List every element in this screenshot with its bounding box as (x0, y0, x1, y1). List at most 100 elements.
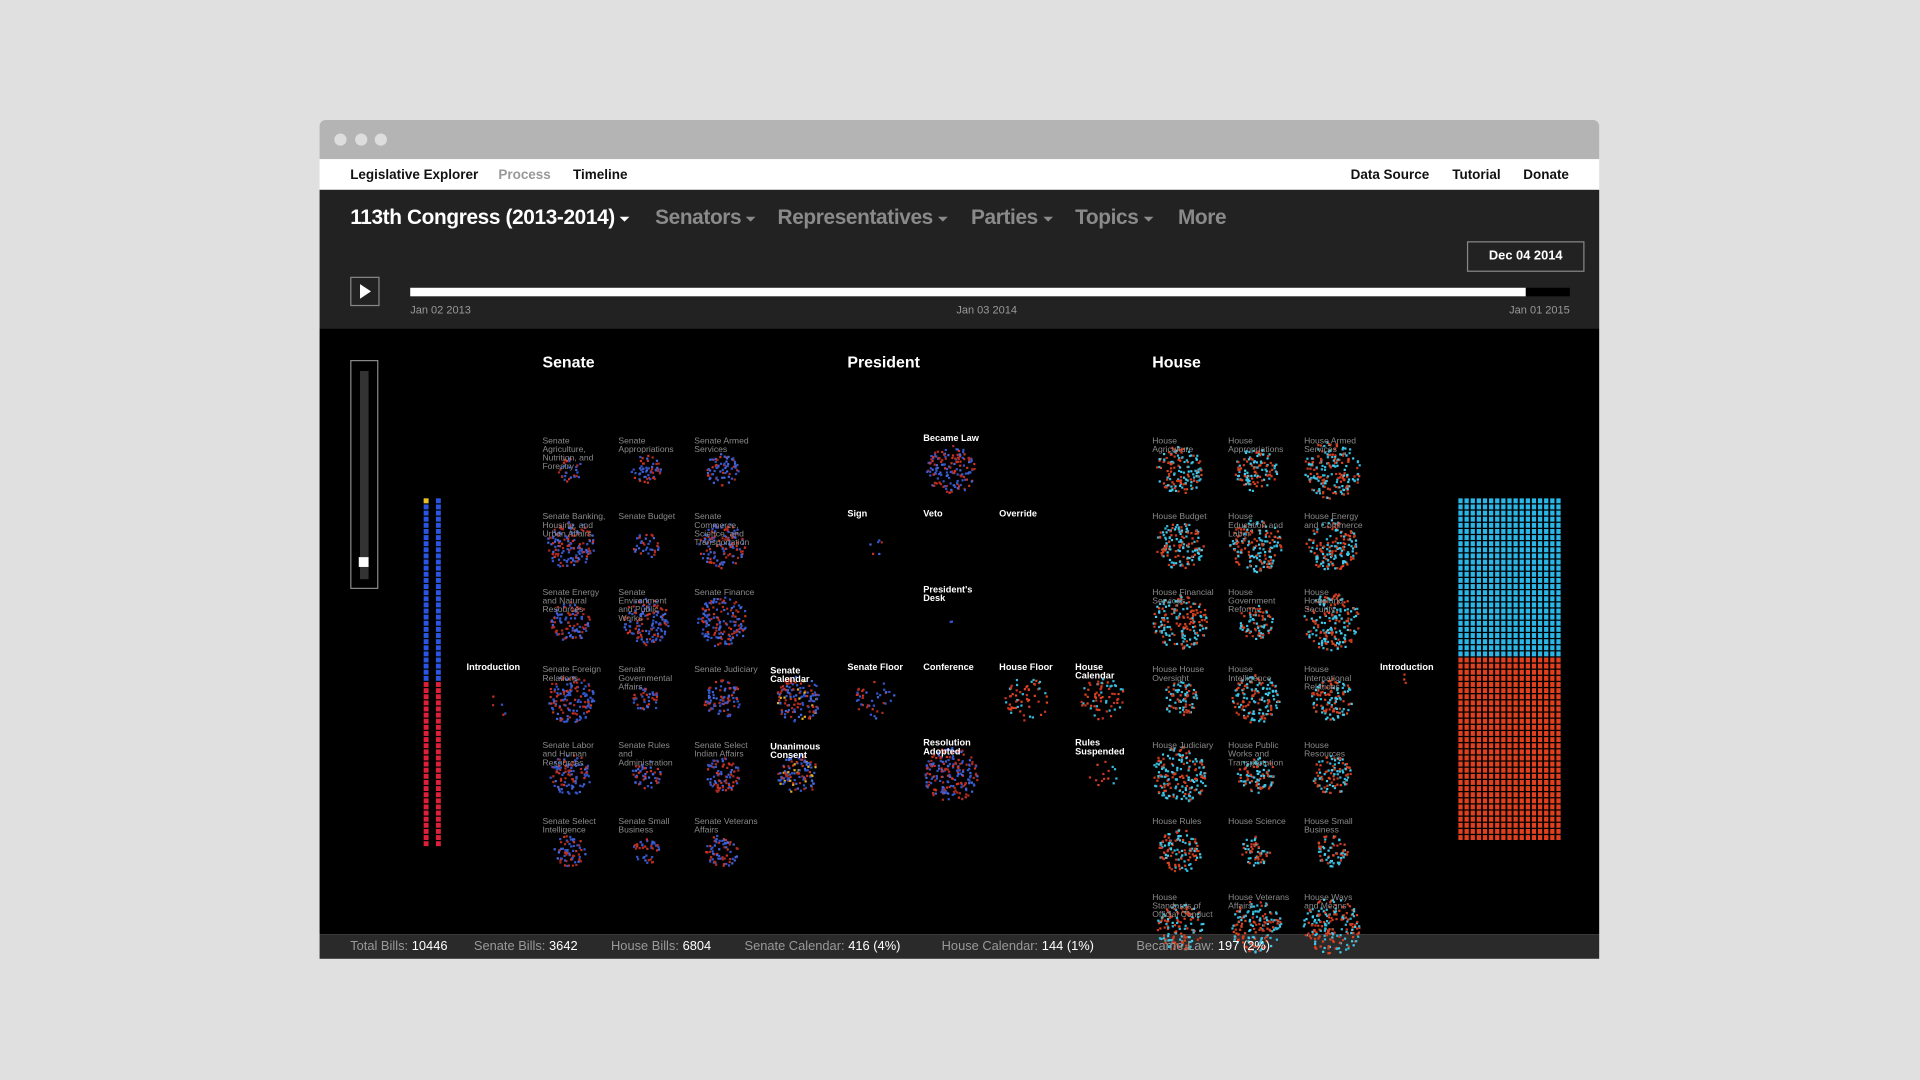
bill-dot (1155, 762, 1158, 765)
bill-dot (1254, 837, 1257, 840)
bill-dot (557, 693, 560, 697)
bill-dot (707, 768, 710, 771)
bill-dot (1164, 914, 1167, 917)
bill-dot (810, 766, 813, 769)
bill-dot (581, 631, 584, 634)
bill-dot (643, 690, 647, 693)
bill-dot (1270, 708, 1273, 711)
bill-dot (1319, 850, 1322, 853)
bill-dot (1171, 460, 1174, 463)
slider-handle[interactable] (358, 557, 369, 567)
bill-dot (1178, 865, 1181, 868)
bill-dot (1256, 769, 1259, 773)
bill-dot (801, 695, 804, 698)
bill-dot (1183, 904, 1187, 907)
bill-dot (1346, 487, 1349, 490)
bill-dot (715, 863, 718, 866)
bill-dot (1106, 684, 1109, 687)
window-dot[interactable] (334, 133, 347, 146)
bill-dot (554, 533, 558, 536)
bill-dot (1175, 538, 1178, 541)
bill-dot (1342, 856, 1345, 859)
bill-dot (1345, 930, 1348, 934)
play-button[interactable] (350, 276, 380, 307)
bill-dot (786, 689, 789, 692)
bill-dot (573, 563, 576, 567)
bill-dot (780, 710, 784, 714)
bill-dot (1245, 478, 1248, 482)
bill-dot (665, 623, 668, 626)
window-dot[interactable] (355, 133, 368, 146)
bill-dot (1325, 790, 1328, 793)
bill-dot (576, 681, 579, 684)
bill-dot (1259, 625, 1263, 628)
bill-dot (810, 679, 813, 683)
bill-dot (1268, 687, 1271, 690)
bill-dot (951, 454, 955, 457)
bill-dot (642, 691, 645, 695)
bill-dot (1271, 539, 1274, 542)
bill-dot (803, 767, 807, 770)
bill-dot (646, 840, 649, 843)
bill-dot (721, 601, 724, 604)
bill-dot (1170, 612, 1173, 616)
bill-dot (1171, 843, 1174, 847)
window-dot[interactable] (374, 133, 387, 146)
bill-dot (1344, 487, 1348, 490)
bill-dot (1317, 479, 1320, 482)
bill-dot (1242, 941, 1245, 944)
bill-dot (739, 606, 742, 610)
bill-dot (1243, 693, 1246, 696)
bill-dot (592, 692, 595, 695)
bill-dot (1338, 861, 1341, 864)
bill-dot (650, 846, 653, 849)
bill-dot (1336, 934, 1339, 937)
bill-dot (1165, 542, 1168, 545)
bill-dot (1332, 900, 1336, 904)
bill-dot (942, 485, 945, 488)
bill-dot (551, 682, 554, 685)
bill-dot (555, 629, 558, 632)
bill-dot (1342, 446, 1345, 449)
bill-dot (1180, 940, 1183, 943)
bill-dot (1339, 899, 1343, 902)
bill-dot (1326, 543, 1329, 547)
bill-dot (1318, 847, 1321, 850)
bill-dot (1319, 599, 1322, 602)
bill-dot (1260, 461, 1263, 464)
bill-dot (1185, 530, 1188, 534)
bill-dot (1195, 486, 1198, 489)
bill-dot (1346, 600, 1349, 603)
bill-dot (646, 546, 649, 549)
bill-dot (1259, 786, 1262, 789)
bill-dot (1273, 464, 1276, 468)
bill-dot (706, 778, 709, 781)
slider-frame[interactable] (350, 360, 379, 589)
bill-dot (563, 538, 566, 541)
bill-dot (1238, 906, 1242, 909)
bill-dot (1254, 629, 1257, 632)
bill-dot (573, 704, 576, 707)
bill-dot (641, 622, 644, 626)
bill-dot (1333, 603, 1336, 606)
bill-dot (1195, 458, 1198, 461)
bill-dot (721, 786, 725, 789)
bill-dot (568, 460, 571, 463)
bill-dot (1183, 917, 1186, 920)
bill-dot (803, 759, 806, 762)
bill-dot (570, 686, 573, 689)
bill-dot (1269, 762, 1272, 765)
bill-dot (731, 857, 734, 860)
bill-dot (725, 701, 728, 704)
bill-dot (655, 695, 659, 699)
bill-dot (717, 643, 720, 646)
bill-dot (1234, 928, 1237, 931)
bill-dot (1345, 928, 1348, 931)
bill-dot (641, 470, 644, 473)
bill-dot (574, 629, 577, 632)
bill-dot (1331, 541, 1334, 544)
stats-bar (319, 934, 1600, 959)
bill-dot (570, 684, 573, 687)
bill-dot (634, 609, 637, 612)
bill-dot (1173, 642, 1176, 646)
